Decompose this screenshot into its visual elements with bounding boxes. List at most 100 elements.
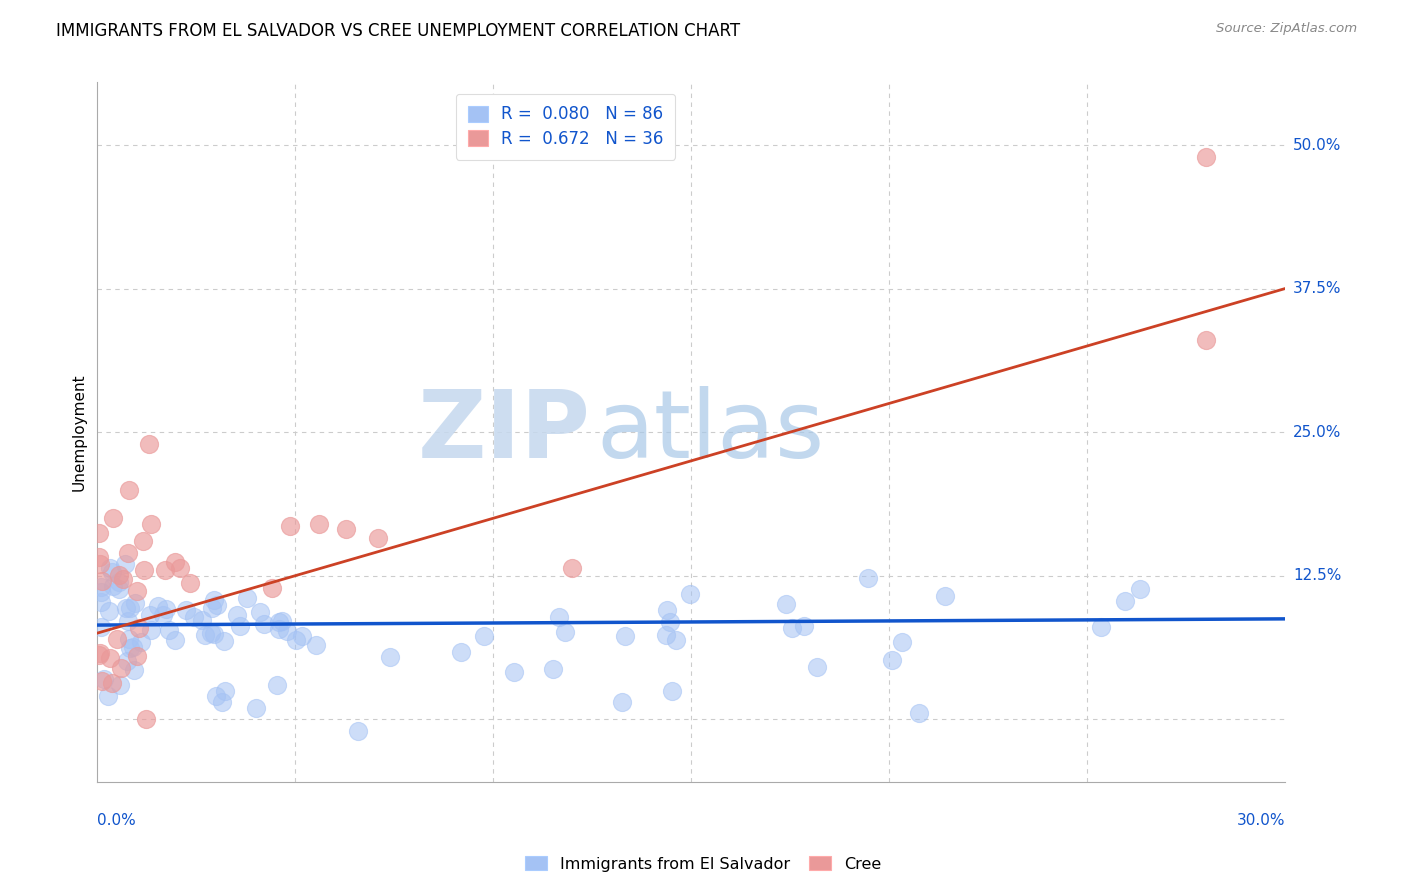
Point [98,650,121,665]
Point [120,601,142,615]
Point [267,622,290,636]
Point [665,632,688,647]
Point [793,619,815,633]
Text: 50.0%: 50.0% [1294,137,1341,153]
Text: 30.0%: 30.0% [1236,813,1285,828]
Point [118,483,141,497]
Point [856,571,879,585]
Point [194,628,217,642]
Point [89,648,111,662]
Point [152,608,174,623]
Legend: R =  0.080   N = 86, R =  0.672   N = 36: R = 0.080 N = 86, R = 0.672 N = 36 [456,94,675,160]
Point [163,632,186,647]
Text: ZIP: ZIP [418,386,591,478]
Point [204,593,226,607]
Point [117,654,139,668]
Point [125,583,148,598]
Point [304,638,326,652]
Point [129,635,152,649]
Point [165,555,187,569]
Point [183,610,205,624]
Point [108,678,131,692]
Point [335,522,357,536]
Point [205,598,228,612]
Point [91,574,114,588]
Point [907,706,929,721]
Point [380,650,402,665]
Point [135,712,157,726]
Y-axis label: Unemployment: Unemployment [72,374,86,491]
Point [132,563,155,577]
Point [97,690,120,704]
Point [267,615,290,629]
Point [891,634,914,648]
Point [93,672,115,686]
Point [1090,620,1112,634]
Point [214,683,236,698]
Point [200,600,222,615]
Point [554,624,576,639]
Point [547,610,569,624]
Point [120,641,142,656]
Point [236,591,259,605]
Point [253,616,276,631]
Point [103,511,125,525]
Point [1129,582,1152,596]
Point [211,695,233,709]
Point [90,673,112,688]
Point [260,581,283,595]
Point [90,595,112,609]
Point [1195,333,1218,347]
Point [200,626,222,640]
Point [280,518,302,533]
Point [561,561,583,575]
Point [89,549,111,564]
Point [1114,593,1136,607]
Point [117,546,139,560]
Point [101,676,124,690]
Point [155,601,177,615]
Point [308,516,330,531]
Point [225,608,247,623]
Point [153,564,176,578]
Point [284,632,307,647]
Point [121,640,143,654]
Point [367,531,389,545]
Point [90,585,112,599]
Text: IMMIGRANTS FROM EL SALVADOR VS CREE UNEMPLOYMENT CORRELATION CHART: IMMIGRANTS FROM EL SALVADOR VS CREE UNEM… [56,22,741,40]
Point [775,597,797,611]
Point [139,607,162,622]
Point [90,620,112,634]
Point [97,604,120,618]
Point [108,582,131,596]
Point [502,665,524,680]
Point [89,558,111,572]
Point [118,632,141,647]
Point [148,599,170,614]
Point [90,580,112,594]
Point [880,653,903,667]
Point [658,615,681,629]
Legend: Immigrants from El Salvador, Cree: Immigrants from El Salvador, Cree [516,848,890,880]
Point [89,526,111,541]
Point [108,567,131,582]
Text: 12.5%: 12.5% [1294,568,1341,583]
Point [174,603,197,617]
Text: 25.0%: 25.0% [1294,425,1341,440]
Point [266,678,288,692]
Text: 0.0%: 0.0% [97,813,136,828]
Point [98,561,121,575]
Point [249,605,271,619]
Point [270,614,292,628]
Point [934,589,956,603]
Point [110,660,132,674]
Point [103,579,125,593]
Point [276,624,298,639]
Point [472,629,495,643]
Point [806,659,828,673]
Point [614,629,637,643]
Point [229,618,252,632]
Point [89,646,111,660]
Point [347,723,370,738]
Point [541,662,564,676]
